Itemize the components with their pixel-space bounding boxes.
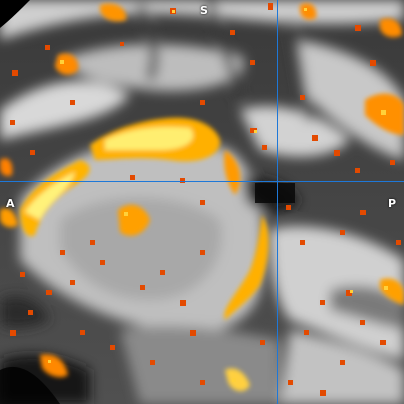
orientation-label-anterior: A: [6, 197, 15, 210]
orientation-label-superior: S: [200, 4, 208, 17]
orientation-label-posterior: P: [388, 197, 397, 210]
crosshair-horizontal[interactable]: [0, 181, 404, 182]
crosshair-vertical[interactable]: [277, 0, 278, 404]
